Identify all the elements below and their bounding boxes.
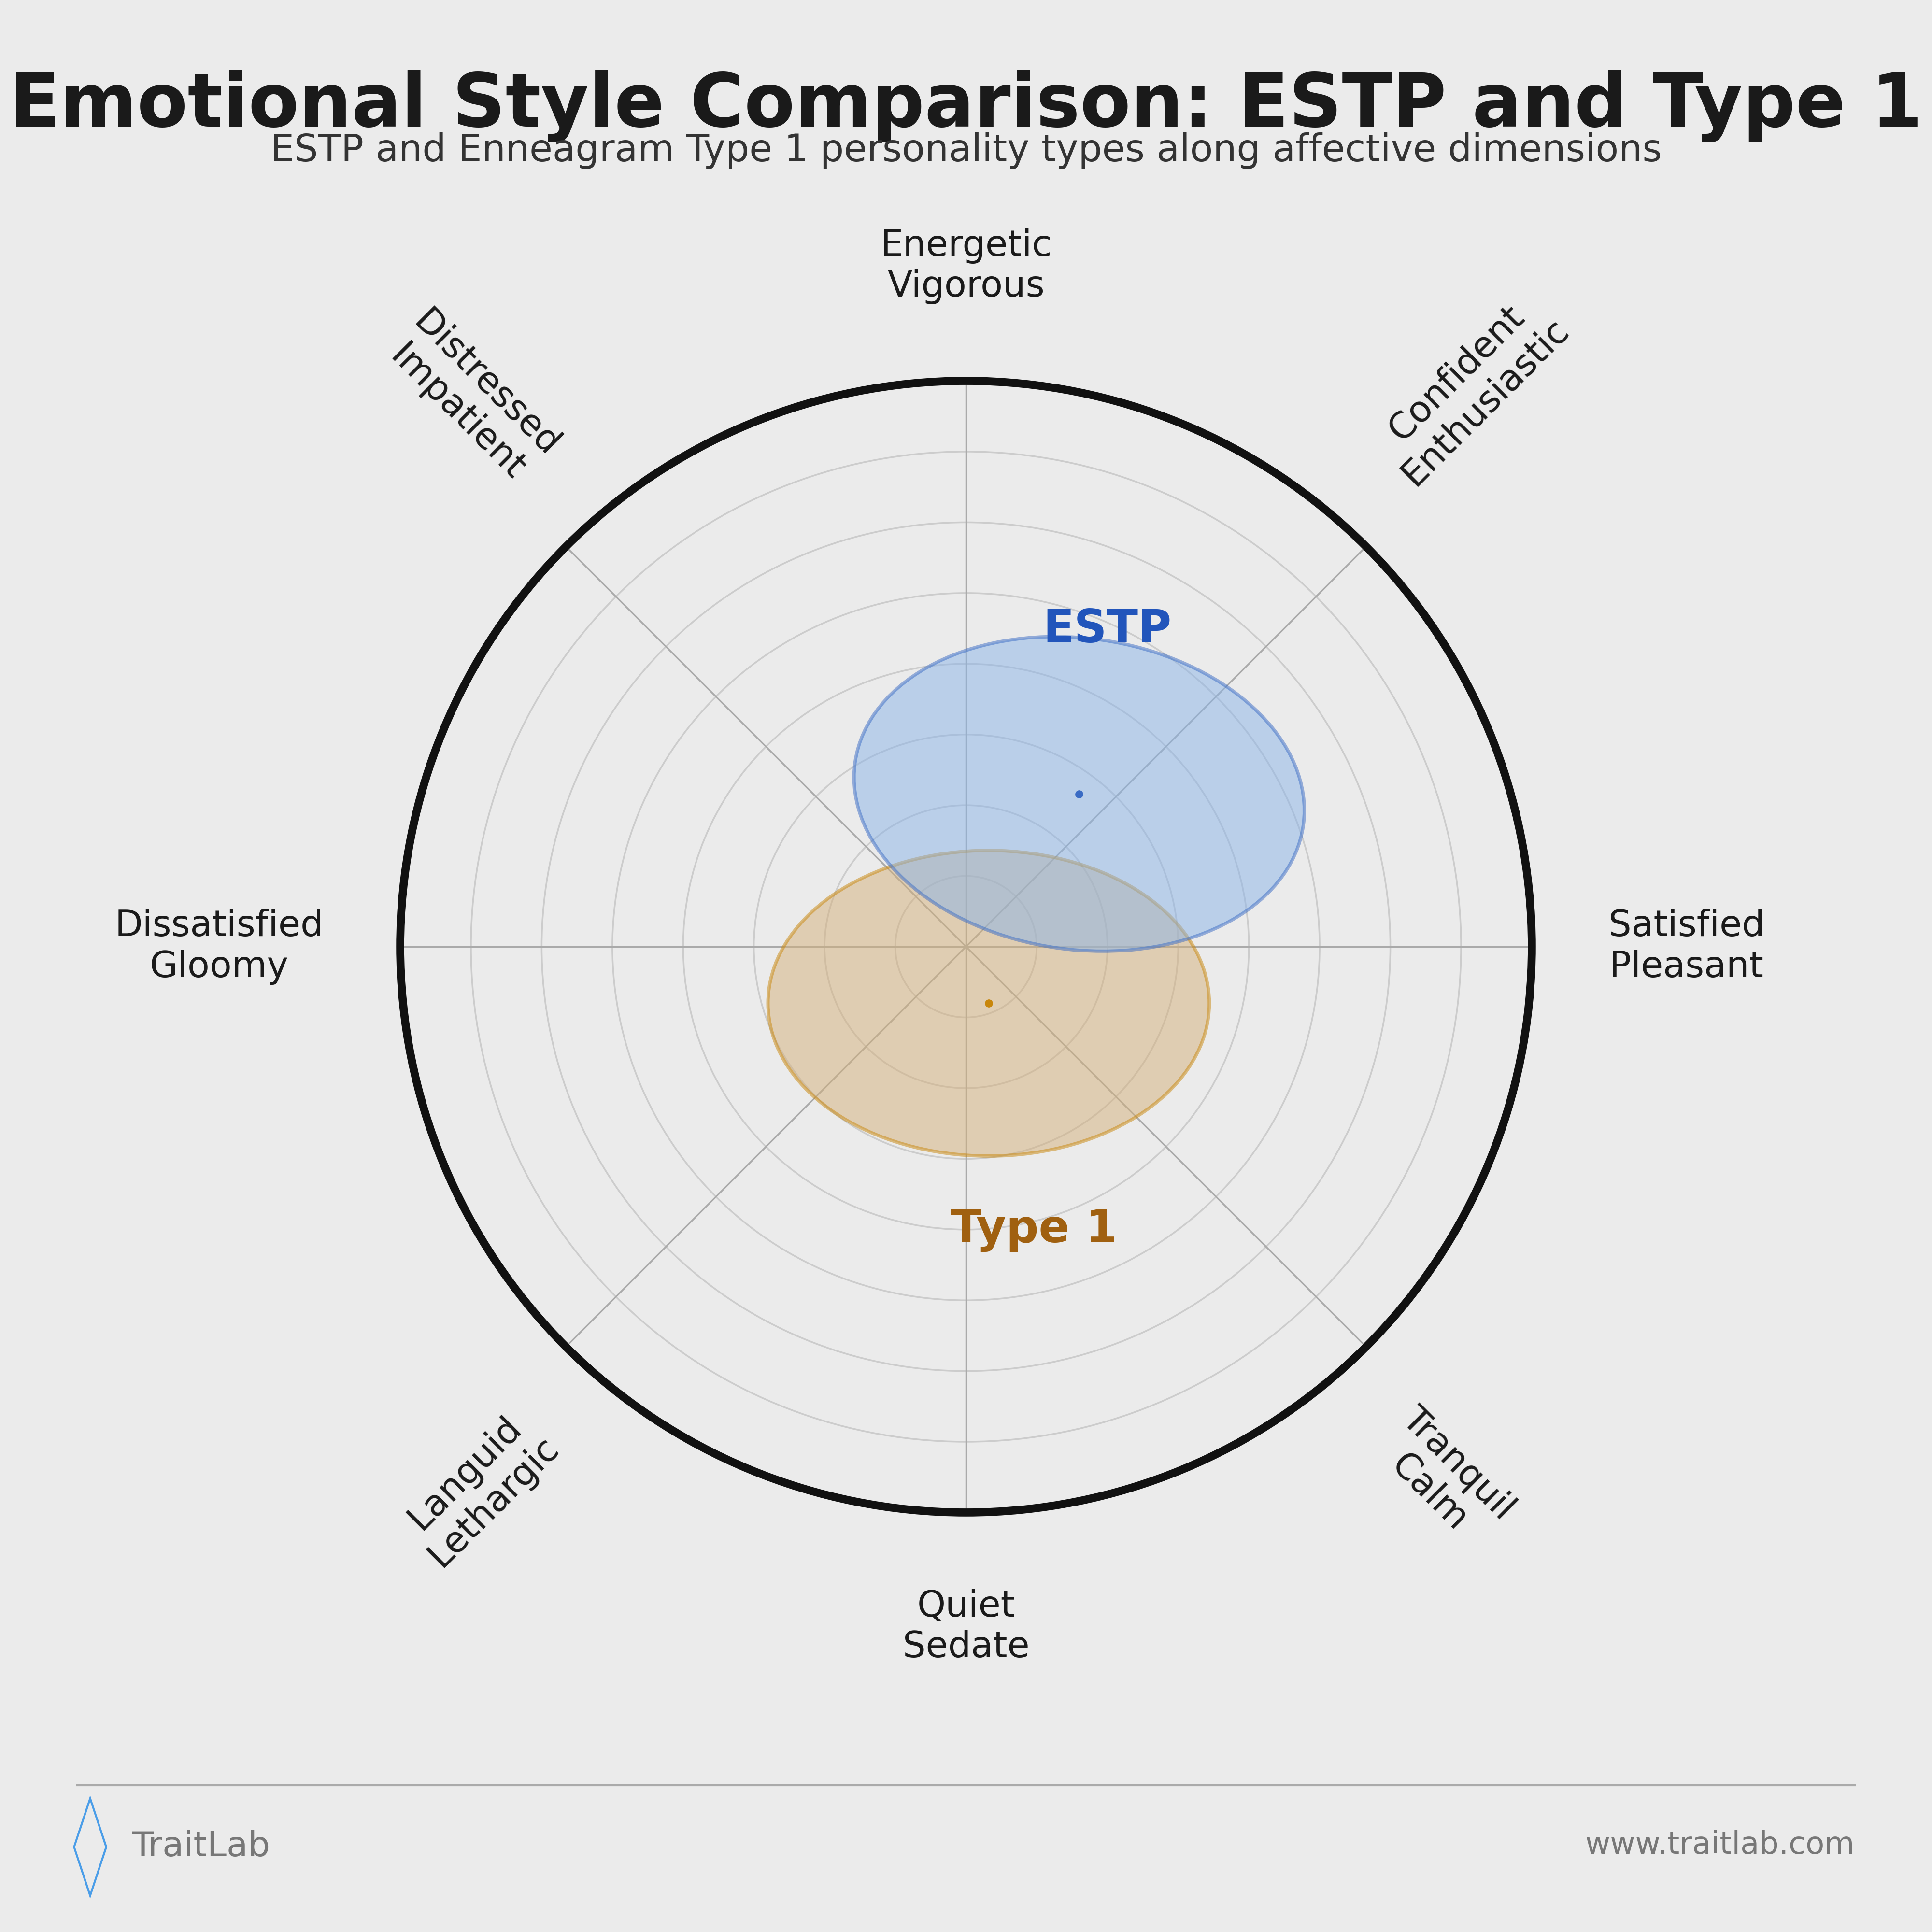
Text: ESTP: ESTP bbox=[1043, 607, 1171, 653]
Ellipse shape bbox=[767, 850, 1209, 1155]
Text: Quiet
Sedate: Quiet Sedate bbox=[902, 1588, 1030, 1665]
Text: Distressed
Impatient: Distressed Impatient bbox=[377, 305, 566, 493]
Text: Energetic
Vigorous: Energetic Vigorous bbox=[881, 228, 1051, 305]
Text: Type 1: Type 1 bbox=[951, 1208, 1117, 1252]
Ellipse shape bbox=[854, 638, 1304, 951]
Text: Satisfied
Pleasant: Satisfied Pleasant bbox=[1607, 908, 1764, 985]
Text: www.traitlab.com: www.traitlab.com bbox=[1584, 1830, 1855, 1861]
Text: Languid
Lethargic: Languid Lethargic bbox=[392, 1401, 566, 1573]
Text: Dissatisfied
Gloomy: Dissatisfied Gloomy bbox=[114, 908, 325, 985]
Point bbox=[974, 987, 1005, 1018]
Text: ESTP and Enneagram Type 1 personality types along affective dimensions: ESTP and Enneagram Type 1 personality ty… bbox=[270, 131, 1662, 170]
Text: Confident
Enthusiastic: Confident Enthusiastic bbox=[1366, 284, 1577, 493]
Text: TraitLab: TraitLab bbox=[131, 1830, 270, 1864]
Text: Emotional Style Comparison: ESTP and Type 1: Emotional Style Comparison: ESTP and Typ… bbox=[10, 70, 1922, 143]
Text: Tranquil
Calm: Tranquil Calm bbox=[1366, 1401, 1520, 1555]
Point bbox=[1065, 779, 1095, 810]
